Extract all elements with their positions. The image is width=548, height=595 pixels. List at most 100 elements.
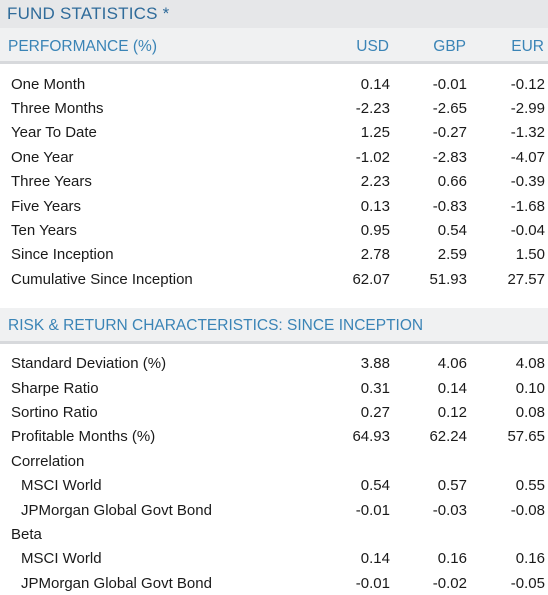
usd-value: 3.88 [360, 355, 390, 373]
usd-value: 1.25 [360, 124, 390, 142]
eur-value: -2.99 [510, 100, 545, 118]
table-group-row: Beta [0, 522, 548, 546]
gbp-value: 4.06 [437, 355, 467, 373]
eur-value: -4.07 [510, 148, 545, 166]
table-row: MSCI World 0.14 0.16 0.16 [0, 547, 548, 571]
gbp-value: 0.16 [437, 550, 467, 568]
eur-value [467, 522, 548, 546]
table-row: Three Years 2.23 0.66 -0.39 [0, 170, 548, 194]
usd-value [320, 449, 390, 473]
gbp-value: -0.03 [432, 501, 467, 519]
row-label: Beta [11, 525, 42, 543]
gbp-value: 62.24 [429, 428, 467, 446]
usd-value: -0.01 [355, 574, 390, 592]
performance-header: PERFORMANCE (%) USD GBP EUR [0, 28, 548, 64]
row-label: Cumulative Since Inception [11, 270, 193, 288]
table-group-row: Correlation [0, 449, 548, 473]
table-row: Sortino Ratio 0.27 0.12 0.08 [0, 400, 548, 424]
eur-value: 0.10 [515, 379, 545, 397]
row-label: Since Inception [11, 246, 114, 264]
gbp-value [390, 449, 467, 473]
spacer [0, 64, 548, 72]
table-row: Standard Deviation (%) 3.88 4.06 4.08 [0, 352, 548, 376]
usd-value: 64.93 [352, 428, 390, 446]
risk-header-label: RISK & RETURN CHARACTERISTICS: SINCE INC… [8, 317, 424, 335]
table-row: JPMorgan Global Govt Bond -0.01 -0.02 -0.05 [0, 571, 548, 595]
currency-eur-header: EUR [511, 37, 544, 55]
usd-value: 0.27 [360, 403, 390, 421]
risk-header: RISK & RETURN CHARACTERISTICS: SINCE INC… [0, 307, 548, 344]
usd-value: 62.07 [352, 270, 390, 288]
currency-gbp-header: GBP [433, 37, 466, 55]
row-label: One Month [11, 75, 86, 93]
row-label: One Year [11, 148, 74, 166]
table-row: Five Years 0.13 -0.83 -1.68 [0, 194, 548, 218]
usd-value: 0.95 [360, 222, 390, 240]
row-label: Standard Deviation (%) [11, 355, 167, 373]
eur-value: 27.57 [507, 270, 545, 288]
spacer [0, 292, 548, 302]
row-label: Profitable Months (%) [11, 428, 156, 446]
usd-value: 2.78 [360, 246, 390, 264]
row-label: Sharpe Ratio [11, 379, 99, 397]
gbp-value [390, 522, 467, 546]
gbp-value: -0.01 [432, 75, 467, 93]
usd-value: 0.13 [360, 197, 390, 215]
gbp-value: -2.83 [432, 148, 467, 166]
gbp-value: -0.02 [432, 574, 467, 592]
table-row: JPMorgan Global Govt Bond -0.01 -0.03 -0.08 [0, 498, 548, 522]
gbp-value: 0.66 [437, 173, 467, 191]
eur-value: -0.08 [510, 501, 545, 519]
gbp-value: 51.93 [429, 270, 467, 288]
table-row: Sharpe Ratio 0.31 0.14 0.10 [0, 376, 548, 400]
usd-value [320, 522, 390, 546]
table-row: Cumulative Since Inception 62.07 51.93 27.5… [0, 267, 548, 291]
gbp-value: 2.59 [437, 246, 467, 264]
row-label: Ten Years [11, 222, 77, 240]
row-label: Three Months [11, 100, 104, 118]
gbp-value: 0.54 [437, 222, 467, 240]
table-row: Year To Date 1.25 -0.27 -1.32 [0, 121, 548, 145]
risk-table: Standard Deviation (%) 3.88 4.06 4.08 Sharpe… [0, 352, 548, 595]
row-label: Five Years [11, 197, 82, 215]
eur-value: 4.08 [515, 355, 545, 373]
eur-value: -1.32 [510, 124, 545, 142]
eur-value: -0.04 [510, 222, 545, 240]
usd-value: 2.23 [360, 173, 390, 191]
performance-header-label: PERFORMANCE (%) [8, 37, 157, 55]
row-label: JPMorgan Global Govt Bond [21, 501, 212, 519]
usd-value: 0.14 [360, 550, 390, 568]
eur-value: 0.55 [515, 477, 545, 495]
usd-value: -2.23 [355, 100, 390, 118]
usd-value: -1.02 [355, 148, 390, 166]
table-row: One Year -1.02 -2.83 -4.07 [0, 145, 548, 169]
spacer [0, 344, 548, 352]
gbp-value: -2.65 [432, 100, 467, 118]
gbp-value: 0.57 [437, 477, 467, 495]
usd-value: 0.14 [360, 75, 390, 93]
eur-value: -0.12 [510, 75, 545, 93]
eur-value: 57.65 [507, 428, 545, 446]
performance-table: One Month 0.14 -0.01 -0.12 Three Months -2.23… [0, 72, 548, 292]
eur-value: 0.08 [515, 403, 545, 421]
eur-value: 0.16 [515, 550, 545, 568]
table-row: One Month 0.14 -0.01 -0.12 [0, 72, 548, 96]
row-label: MSCI World [21, 477, 102, 495]
page-title: FUND STATISTICS * [0, 0, 548, 28]
row-label: Sortino Ratio [11, 403, 98, 421]
gbp-value: -0.83 [432, 197, 467, 215]
usd-value: -0.01 [355, 501, 390, 519]
table-row: Profitable Months (%) 64.93 62.24 57.65 [0, 425, 548, 449]
row-label: MSCI World [21, 550, 102, 568]
currency-usd-header: USD [356, 37, 389, 55]
eur-value: -0.39 [510, 173, 545, 191]
usd-value: 0.54 [360, 477, 390, 495]
table-row: Since Inception 2.78 2.59 1.50 [0, 243, 548, 267]
eur-value: -1.68 [510, 197, 545, 215]
eur-value: 1.50 [515, 246, 545, 264]
table-row: MSCI World 0.54 0.57 0.55 [0, 473, 548, 497]
eur-value: -0.05 [510, 574, 545, 592]
row-label: JPMorgan Global Govt Bond [21, 574, 212, 592]
gbp-value: -0.27 [432, 124, 467, 142]
table-row: Three Months -2.23 -2.65 -2.99 [0, 96, 548, 120]
